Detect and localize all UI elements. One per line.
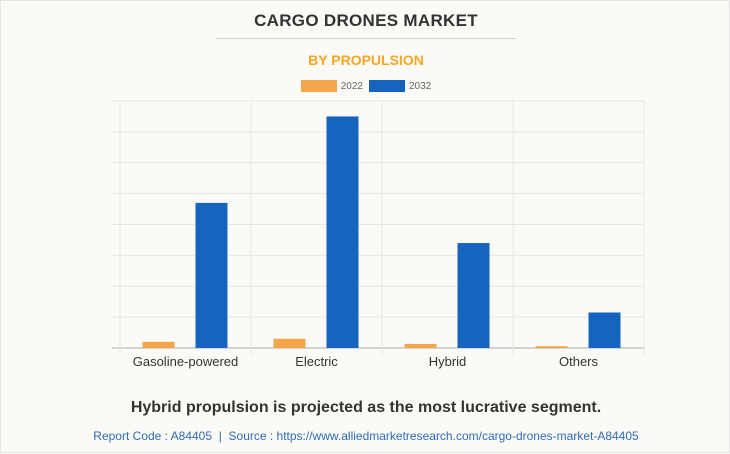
bar-others-2032[interactable] (588, 312, 621, 348)
bar-gasoline-powered-2022[interactable] (142, 341, 175, 348)
bar-electric-2032[interactable] (326, 116, 359, 348)
x-tick-label: Hybrid (429, 354, 467, 369)
bar-gasoline-powered-2032[interactable] (195, 202, 228, 348)
bars (142, 116, 621, 348)
x-tick-label: Electric (295, 354, 338, 369)
source-separator: | (218, 429, 222, 443)
legend-item-2022[interactable]: 2022 (300, 80, 363, 92)
chart-caption: Hybrid propulsion is projected as the mo… (130, 399, 602, 416)
legend-label-2022: 2022 (340, 80, 363, 92)
bar-others-2022[interactable] (535, 346, 568, 348)
x-tick-label: Others (559, 354, 599, 369)
legend-label-2032: 2032 (409, 80, 432, 92)
x-axis-labels: Gasoline-powered Electric Hybrid Others (133, 354, 599, 369)
legend-swatch-2022 (300, 80, 337, 92)
bar-electric-2022[interactable] (273, 338, 306, 348)
bar-hybrid-2032[interactable] (457, 243, 490, 348)
legend-swatch-2032 (369, 80, 405, 92)
title-divider (216, 38, 516, 39)
source-line: Report Code : A84405 | Source : https://… (1, 429, 730, 443)
legend: 2022 2032 (1, 80, 730, 92)
report-code: Report Code : A84405 (93, 429, 213, 443)
source-link[interactable]: Source : https://www.alliedmarketresearc… (228, 429, 639, 443)
gridlines (112, 100, 645, 355)
bar-hybrid-2022[interactable] (404, 343, 437, 348)
chart-title: CARGO DRONES MARKET (254, 11, 478, 30)
chart-subtitle: BY PROPULSION (308, 52, 424, 68)
legend-item-2032[interactable]: 2032 (369, 80, 431, 92)
x-tick-label: Gasoline-powered (133, 354, 239, 369)
